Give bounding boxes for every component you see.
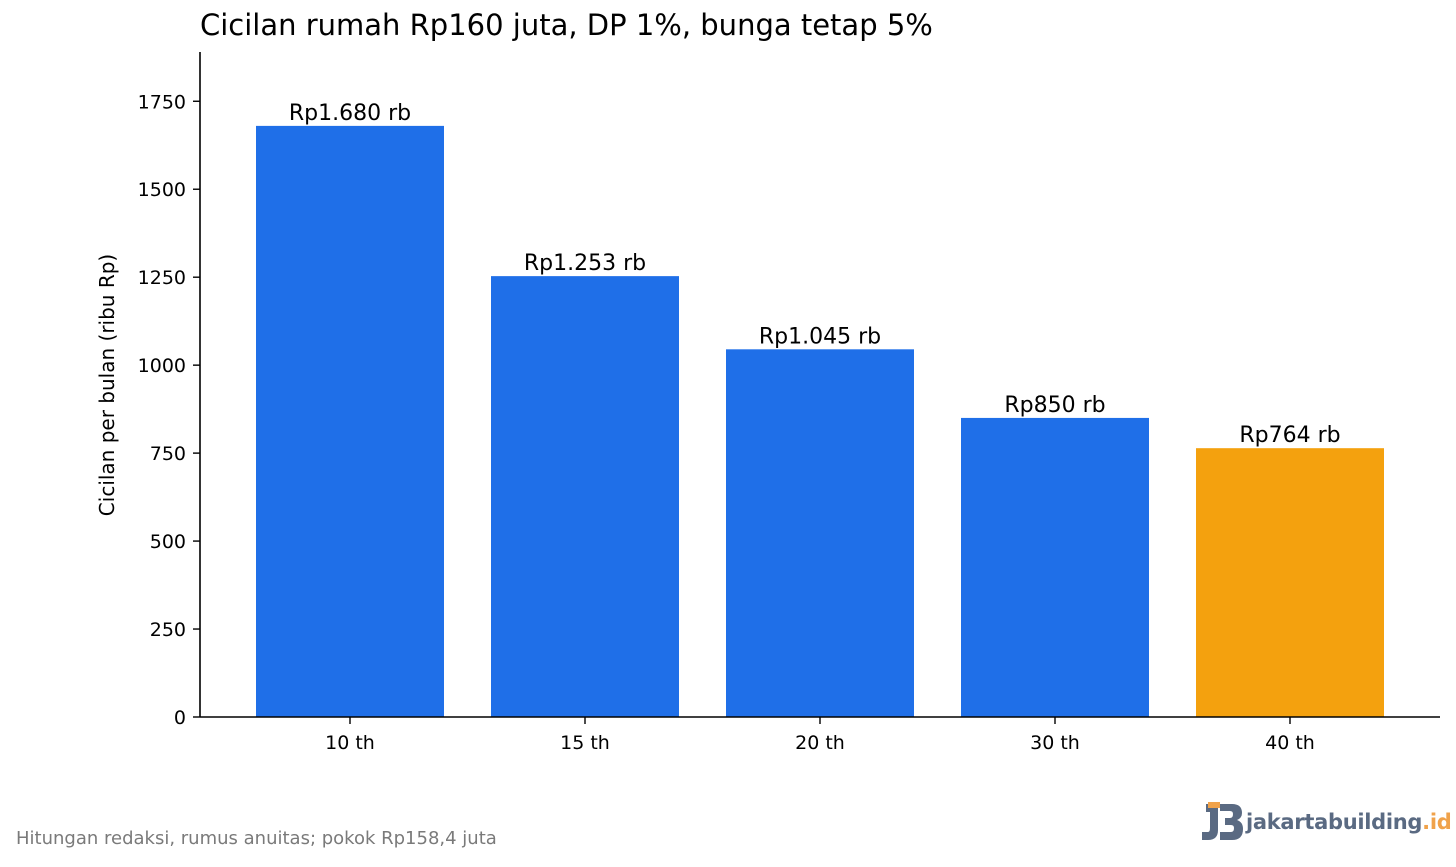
data-label: Rp1.045 rb xyxy=(759,324,881,349)
y-tick-label: 1500 xyxy=(138,179,186,201)
jb-logo-icon xyxy=(1198,800,1246,844)
y-tick-label: 0 xyxy=(174,707,186,729)
y-axis-label: Cicilan per bulan (ribu Rp) xyxy=(95,254,119,516)
bar-40-th xyxy=(1196,448,1384,717)
x-tick-label: 40 th xyxy=(1265,732,1315,754)
bar-10-th xyxy=(256,125,444,717)
brand-name: jakartabuilding xyxy=(1246,810,1423,834)
bar-20-th xyxy=(726,349,914,717)
y-tick-label: 500 xyxy=(150,531,186,553)
data-label: Rp764 rb xyxy=(1239,423,1340,448)
y-tick-label: 1000 xyxy=(138,355,186,377)
bar-30-th xyxy=(961,417,1149,717)
chart-title: Cicilan rumah Rp160 juta, DP 1%, bunga t… xyxy=(200,8,933,42)
data-label: Rp850 rb xyxy=(1004,393,1105,418)
y-tick-label: 1250 xyxy=(138,267,186,289)
x-tick-label: 20 th xyxy=(795,732,845,754)
y-tick-label: 750 xyxy=(150,443,186,465)
y-tick-label: 250 xyxy=(150,619,186,641)
x-tick-label: 15 th xyxy=(560,732,610,754)
data-label: Rp1.680 rb xyxy=(289,101,411,126)
x-tick-label: 10 th xyxy=(325,732,375,754)
y-tick-label: 1750 xyxy=(138,91,186,113)
footer-note: Hitungan redaksi, rumus anuitas; pokok R… xyxy=(16,828,497,849)
x-tick-label: 30 th xyxy=(1030,732,1080,754)
bar-15-th xyxy=(491,276,679,717)
brand-logo: jakartabuilding.id xyxy=(1198,800,1452,844)
data-label: Rp1.253 rb xyxy=(524,251,646,276)
brand-tld: .id xyxy=(1422,810,1452,834)
